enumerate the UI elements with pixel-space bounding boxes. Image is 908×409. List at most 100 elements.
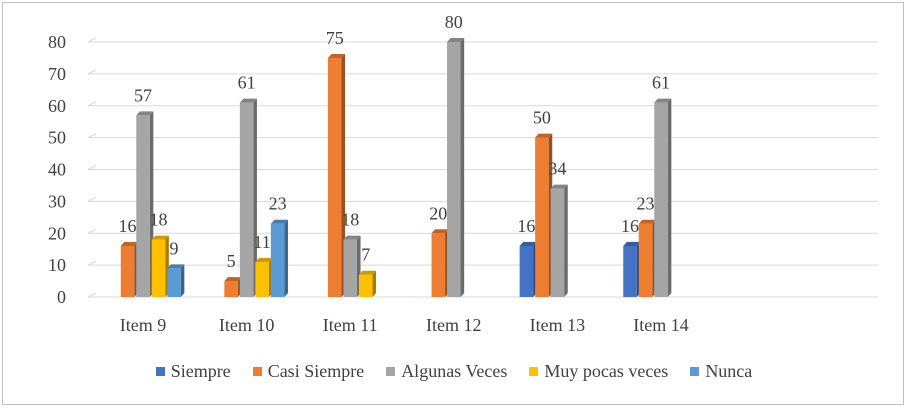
bar-side [667,98,672,297]
y-tick-label: 80 [48,32,66,52]
bar [327,53,346,297]
data-label: 23 [269,194,287,214]
bar [224,277,242,297]
data-label: 18 [150,210,168,230]
y-axis-ticks: 0 10 20 30 40 50 60 70 80 [48,32,66,307]
bar-front [239,102,254,297]
y-tick-label: 30 [48,191,66,211]
bar [623,242,641,297]
bar-top [327,53,346,58]
legend-label: Nunca [705,360,753,381]
bar-front [343,239,357,297]
x-axis-categories: Item 9 Item 10 Item 11 Item 12 Item 13 Item 1… [120,315,689,335]
gridline-depth [87,196,97,202]
bar [239,98,257,297]
legend-swatch [386,366,396,376]
bar-side [341,53,346,297]
legend-item: Siempre [155,361,231,382]
bar [136,111,154,297]
data-label: 20 [429,203,447,223]
bar-top [638,219,656,224]
bar-top [343,235,361,240]
bar-front [255,261,269,297]
bar-front [151,239,166,297]
data-label: 11 [253,232,270,252]
bar-side [284,219,288,297]
x-category-label: Item 9 [120,315,167,335]
legend-item: Nunca [690,361,752,382]
bar [519,242,537,297]
bar [654,98,672,297]
bar [120,242,138,297]
data-label: 34 [548,159,566,179]
bar-front [447,42,461,297]
data-label: 57 [134,85,152,105]
bar-side [180,264,185,297]
bar-front [167,268,181,297]
bar [151,235,169,297]
y-tick-label: 50 [48,128,66,148]
gridline-depth [87,101,97,107]
y-tick-label: 10 [48,255,66,275]
bar [358,270,377,297]
bar-front [654,102,668,297]
bar-top [535,133,553,138]
data-label: 18 [341,210,359,230]
bar [638,219,656,297]
data-label: 61 [238,73,256,93]
x-category-label: Item 14 [633,315,689,335]
bar [535,133,553,297]
legend-swatch [155,366,165,376]
bar-top [550,184,568,189]
bar-top [447,38,465,42]
bar [255,257,273,297]
bar [167,264,185,297]
bars [120,38,672,297]
bar [550,184,568,297]
data-label: 50 [533,108,551,128]
data-label: 16 [517,216,535,236]
bar-front [535,137,549,297]
legend-item: Muy pocas veces [529,361,668,382]
bar-front [519,246,534,297]
bar-side [564,184,568,297]
data-label: 7 [361,245,370,265]
bar-front [638,223,653,297]
legend-label: Muy pocas veces [544,360,669,381]
x-category-label: Item 12 [426,315,482,335]
legend-label: Algunas Veces [401,360,508,381]
bar-front [431,233,446,297]
legend-label: Casi Siempre [267,360,365,381]
y-tick-label: 0 [57,287,66,307]
legend-swatch [252,366,262,376]
bar-front [136,115,150,297]
bar-top [120,242,138,246]
gridline-depth [87,133,97,139]
gridline-depth [87,69,97,75]
gridlines [87,37,878,298]
x-category-label: Item 11 [323,315,378,335]
y-tick-label: 40 [48,160,66,180]
bar-top [239,98,257,103]
data-label: 80 [445,12,463,32]
bar-side [372,270,377,297]
legend: Siempre Casi Siempre Algunas Veces Muy poca… [0,358,908,384]
legend-swatch [529,366,539,376]
bar-side [460,38,465,297]
bar [270,219,288,297]
gridline-depth [87,228,97,234]
data-label: 61 [652,73,670,93]
gridline-depth [87,165,97,170]
gridline-depth [87,37,97,43]
bar [343,235,361,297]
bar [447,38,465,297]
bar-front [623,246,637,297]
y-tick-label: 20 [48,223,66,243]
legend-swatch [690,366,700,376]
bar [431,229,449,297]
bar-front [270,223,285,297]
bar-top [167,264,185,269]
bar-front [550,188,565,297]
